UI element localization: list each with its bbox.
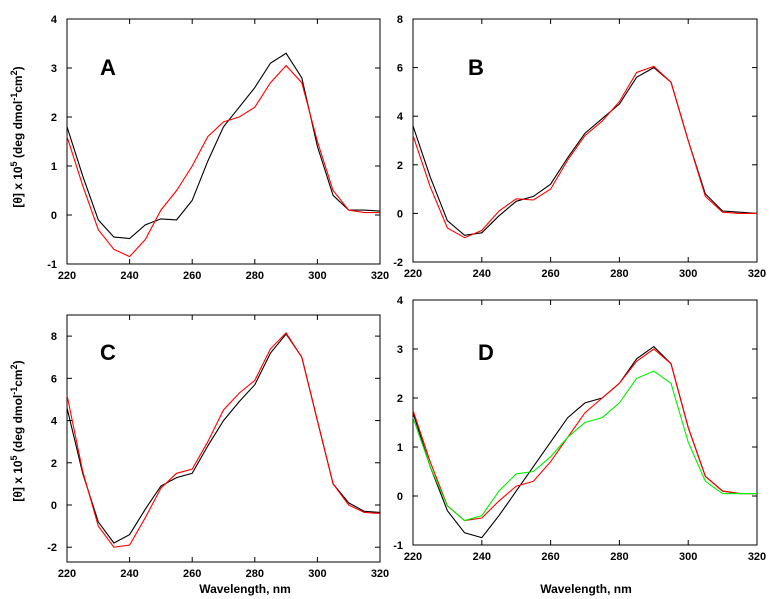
x-tick-label: 220 bbox=[404, 551, 422, 563]
series-line-3 bbox=[412, 370, 757, 522]
y-tick-label: -2 bbox=[393, 257, 403, 269]
x-tick-label: 260 bbox=[541, 268, 559, 280]
y-tick-label: -1 bbox=[47, 259, 57, 271]
y-tick-label: 8 bbox=[397, 14, 403, 26]
x-tick-label: 300 bbox=[308, 270, 326, 282]
x-tick-label: 320 bbox=[371, 568, 389, 580]
y-tick-label: 1 bbox=[51, 161, 57, 173]
series-line-1 bbox=[412, 345, 757, 539]
x-tick-label: 320 bbox=[371, 270, 389, 282]
y-tick-label: 0 bbox=[397, 491, 403, 503]
series-line-2 bbox=[412, 348, 757, 522]
panel-d: 220 240 260 280 300 320 -1 0 1 2 3 4 D bbox=[393, 295, 766, 563]
y-tick-label: 0 bbox=[51, 500, 57, 512]
panel-a: 220 240 260 280 300 320 -1 0 1 2 3 4 A bbox=[47, 14, 389, 282]
x-tick-label: 320 bbox=[748, 551, 766, 563]
plot-frame bbox=[66, 18, 381, 265]
y-axis-title-bottom: [θ] x 105 (deg dmol-1cm2) bbox=[9, 360, 25, 501]
x-tick-label: 260 bbox=[183, 568, 201, 580]
y-tick-label: 6 bbox=[51, 373, 57, 385]
x-tick-label: 220 bbox=[58, 270, 76, 282]
y-tick-label: 4 bbox=[397, 295, 404, 307]
y-tick-label: 4 bbox=[397, 111, 404, 123]
series-line-1 bbox=[412, 66, 758, 236]
y-tick-label: 4 bbox=[51, 416, 58, 428]
panel-b: 220 240 260 280 300 320 -2 0 2 4 6 8 B bbox=[393, 14, 766, 280]
x-tick-label: 320 bbox=[748, 268, 766, 280]
x-tick-label: 260 bbox=[183, 270, 201, 282]
panel-label: C bbox=[100, 340, 116, 365]
y-tick-label: -1 bbox=[393, 540, 403, 552]
plot-frame bbox=[412, 18, 758, 263]
y-tick-label: 2 bbox=[51, 458, 57, 470]
y-tick-label: 2 bbox=[51, 112, 57, 124]
x-tick-label: 280 bbox=[246, 270, 264, 282]
y-tick-label: 3 bbox=[51, 63, 57, 75]
x-tick-label: 300 bbox=[679, 268, 697, 280]
panel-label: A bbox=[100, 55, 116, 80]
y-tick-label: -2 bbox=[47, 542, 57, 554]
x-axis-title-right: Wavelength, nm bbox=[540, 582, 632, 596]
y-tick-label: 0 bbox=[51, 210, 57, 222]
y-tick-label: 6 bbox=[397, 63, 403, 75]
x-tick-label: 300 bbox=[308, 568, 326, 580]
y-tick-label: 4 bbox=[51, 14, 58, 26]
x-tick-label: 240 bbox=[473, 551, 491, 563]
x-tick-label: 280 bbox=[610, 551, 628, 563]
x-tick-label: 240 bbox=[120, 568, 138, 580]
y-tick-label: 3 bbox=[397, 344, 403, 356]
x-tick-label: 240 bbox=[120, 270, 138, 282]
plot-frame bbox=[66, 314, 381, 563]
y-tick-label: 1 bbox=[397, 442, 403, 454]
series-line-1 bbox=[66, 52, 381, 240]
x-tick-label: 280 bbox=[246, 568, 264, 580]
series-line-2 bbox=[412, 65, 757, 239]
x-tick-label: 220 bbox=[404, 268, 422, 280]
series-line-1 bbox=[66, 333, 381, 544]
x-tick-label: 260 bbox=[541, 551, 559, 563]
plot-frame bbox=[412, 299, 758, 546]
x-tick-label: 280 bbox=[610, 268, 628, 280]
x-tick-label: 300 bbox=[679, 551, 697, 563]
y-tick-label: 0 bbox=[397, 208, 403, 220]
y-axis-title-top: [θ] x 105 (deg dmol-1cm2) bbox=[9, 66, 25, 207]
x-tick-label: 220 bbox=[58, 568, 76, 580]
series-line-2 bbox=[66, 332, 381, 548]
series-line-2 bbox=[66, 64, 380, 258]
panel-c: 220 240 260 280 300 320 -2 0 2 4 6 8 C bbox=[47, 314, 389, 580]
x-tick-label: 240 bbox=[473, 268, 491, 280]
y-tick-label: 2 bbox=[397, 393, 403, 405]
panel-label: D bbox=[478, 340, 494, 365]
y-tick-label: 8 bbox=[51, 331, 57, 343]
x-axis-title-left: Wavelength, nm bbox=[199, 582, 291, 596]
panel-label: B bbox=[468, 55, 484, 80]
y-tick-label: 2 bbox=[397, 160, 403, 172]
